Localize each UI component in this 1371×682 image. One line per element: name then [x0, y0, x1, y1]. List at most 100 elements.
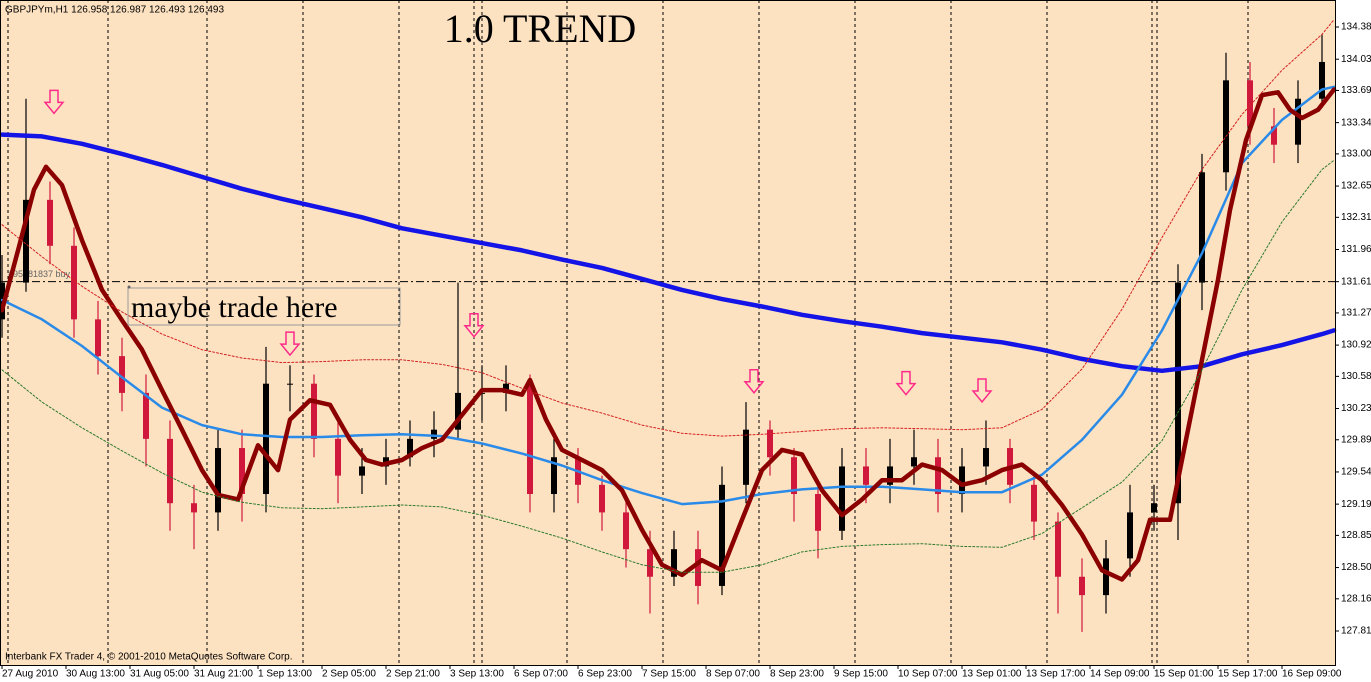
- candle-body: [287, 383, 293, 385]
- annotation-anchor: [127, 285, 131, 289]
- y-tick-label: 128.160: [1341, 593, 1371, 604]
- y-tick-label: 127.810: [1341, 626, 1371, 637]
- candle-body: [983, 448, 989, 467]
- candle-body: [455, 392, 461, 430]
- candle-body: [791, 457, 797, 495]
- indicator-line: [0, 87, 1337, 582]
- signal-arrow: [895, 370, 917, 396]
- x-tick-label: 31 Aug 21:00: [194, 669, 253, 680]
- candle-body: [1271, 126, 1277, 145]
- candle-body: [215, 448, 221, 513]
- x-tick-label: 1 Sep 13:00: [258, 669, 312, 680]
- candle-body: [119, 356, 125, 393]
- candle-body: [1175, 282, 1181, 504]
- candle-body: [1319, 61, 1325, 99]
- chart-title: 1.0 TREND: [444, 6, 637, 51]
- x-tick-label: 15 Sep 01:00: [1154, 669, 1214, 680]
- candle-body: [1247, 80, 1253, 127]
- candle-body: [503, 383, 509, 393]
- x-tick-label: 30 Aug 13:00: [66, 669, 125, 680]
- y-tick-label: 134.030: [1341, 54, 1371, 65]
- y-tick-label: 131.270: [1341, 308, 1371, 319]
- y-tick-label: 131.960: [1341, 244, 1371, 255]
- candle-body: [1055, 521, 1061, 577]
- candle-body: [839, 466, 845, 531]
- x-tick-label: 6 Sep 07:00: [514, 669, 568, 680]
- candle-body: [887, 466, 893, 485]
- candle-body: [95, 319, 101, 357]
- candle-body: [863, 466, 869, 485]
- candle-body: [1127, 512, 1133, 559]
- candle-body: [47, 199, 53, 246]
- candle-body: [23, 199, 29, 283]
- candle-body: [527, 383, 533, 495]
- x-tick-label: 27 Aug 2010: [2, 669, 59, 680]
- y-tick-label: 133.340: [1341, 117, 1371, 128]
- candle-body: [335, 438, 341, 476]
- x-tick-label: 2 Sep 05:00: [322, 669, 376, 680]
- x-tick-label: 15 Sep 17:00: [1218, 669, 1278, 680]
- candle-body: [1031, 484, 1037, 522]
- y-tick-label: 130.580: [1341, 371, 1371, 382]
- candle-body: [71, 245, 77, 320]
- order-label: #95281837 buy: [8, 269, 71, 279]
- candle-body: [311, 383, 317, 439]
- candle-body: [1295, 98, 1301, 145]
- candle-body: [959, 466, 965, 495]
- signal-arrow: [279, 331, 301, 357]
- candle-body: [407, 438, 413, 458]
- indicator-line: [1, 159, 1335, 573]
- annotation-box: [127, 287, 401, 326]
- candle-body: [239, 448, 245, 495]
- x-tick-label: 8 Sep 07:00: [706, 669, 760, 680]
- x-tick-label: 13 Sep 01:00: [962, 669, 1022, 680]
- x-tick-label: 16 Sep 09:00: [1282, 669, 1342, 680]
- candle-body: [911, 457, 917, 467]
- footer: Interbank FX Trader 4, © 2001-2010 MetaQ…: [5, 652, 293, 663]
- candle-body: [935, 457, 941, 495]
- y-tick-label: 129.540: [1341, 467, 1371, 478]
- y-tick-label: 133.000: [1341, 149, 1371, 160]
- candle-body: [623, 512, 629, 550]
- y-tick-label: 130.230: [1341, 403, 1371, 414]
- y-tick-label: 131.610: [1341, 276, 1371, 287]
- candle-body: [815, 494, 821, 531]
- x-tick-label: 3 Sep 13:00: [450, 669, 504, 680]
- candle-body: [1223, 80, 1229, 173]
- x-tick-label: 9 Sep 15:00: [834, 669, 888, 680]
- signal-arrow: [43, 89, 65, 115]
- y-tick-label: 129.190: [1341, 499, 1371, 510]
- y-tick-label: 129.890: [1341, 434, 1371, 445]
- x-tick-label: 2 Sep 21:00: [386, 669, 440, 680]
- header: GBPJPYm,H1 126.958 126.987 126.493 126.4…: [5, 5, 224, 16]
- y-tick-label: 132.650: [1341, 181, 1371, 192]
- candle-body: [671, 549, 677, 577]
- plot-background: [0, 0, 1335, 665]
- y-tick-label: 128.500: [1341, 562, 1371, 573]
- signal-arrow: [743, 369, 765, 394]
- candle-body: [719, 484, 725, 586]
- candle-body: [1079, 576, 1085, 596]
- x-tick-label: 13 Sep 17:00: [1026, 669, 1086, 680]
- y-tick-label: 128.850: [1341, 530, 1371, 541]
- x-tick-label: 10 Sep 07:00: [898, 669, 958, 680]
- x-tick-label: 6 Sep 23:00: [578, 669, 632, 680]
- y-tick-label: 130.920: [1341, 340, 1371, 351]
- y-tick-label: 134.380: [1341, 22, 1371, 33]
- candle-body: [359, 466, 365, 476]
- candle-body: [431, 429, 437, 439]
- y-tick-label: 133.690: [1341, 85, 1371, 96]
- signal-arrow: [971, 378, 993, 404]
- candle-body: [695, 549, 701, 586]
- plot-frame: [0, 0, 1336, 666]
- signal-arrow: [463, 312, 485, 338]
- candle-body: [263, 383, 269, 495]
- candle-body: [743, 429, 749, 485]
- candle-body: [551, 457, 557, 495]
- candle-body: [1151, 503, 1157, 513]
- candle-body: [767, 429, 773, 458]
- x-tick-label: 14 Sep 09:00: [1090, 669, 1150, 680]
- candle-body: [647, 549, 653, 577]
- annotation: maybe trade here: [131, 291, 338, 324]
